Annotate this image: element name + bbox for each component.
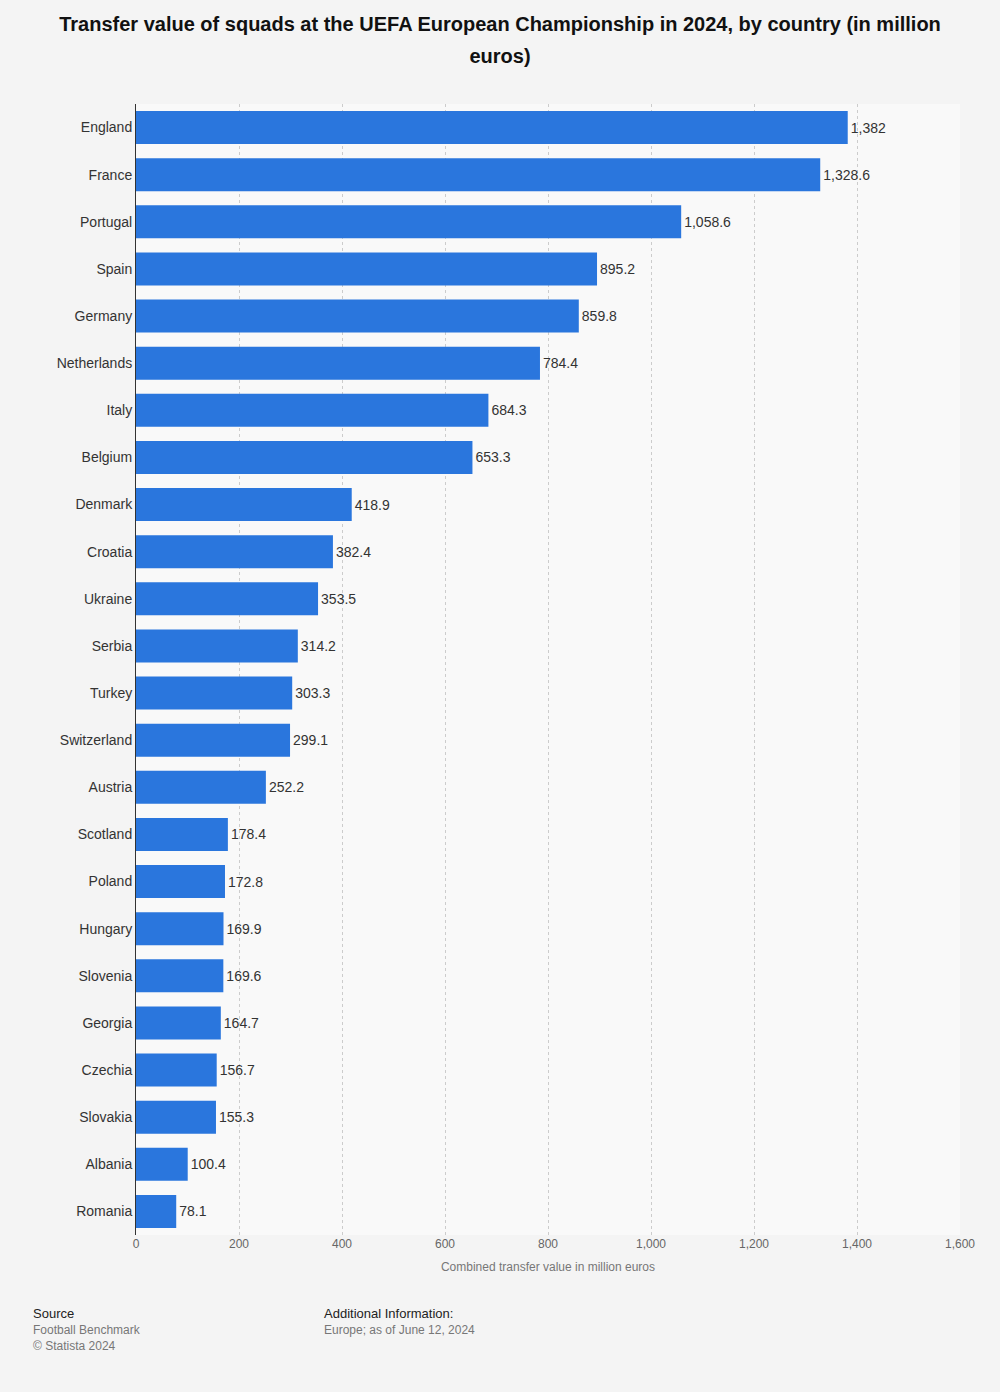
svg-text:800: 800 xyxy=(538,1237,558,1251)
html-text:Football Benchmark: Football Benchmark xyxy=(33,1323,140,1337)
svg-text:0: 0 xyxy=(133,1237,140,1251)
svg-text:100.4: 100.4 xyxy=(191,1156,226,1172)
svg-text:Hungary: Hungary xyxy=(79,921,132,937)
svg-text:784.4: 784.4 xyxy=(543,355,578,371)
svg-text:164.7: 164.7 xyxy=(224,1015,259,1031)
svg-text:653.3: 653.3 xyxy=(475,449,510,465)
html-text:Source: Source xyxy=(33,1306,75,1321)
svg-text:1,328.6: 1,328.6 xyxy=(823,167,870,183)
svg-text:172.8: 172.8 xyxy=(228,874,263,890)
svg-text:178.4: 178.4 xyxy=(231,826,266,842)
svg-text:1,382: 1,382 xyxy=(851,120,886,136)
svg-text:Switzerland: Switzerland xyxy=(60,732,132,748)
svg-text:Albania: Albania xyxy=(85,1156,132,1172)
svg-text:Belgium: Belgium xyxy=(82,449,133,465)
svg-text:Scotland: Scotland xyxy=(78,826,132,842)
svg-text:England: England xyxy=(81,119,132,135)
svg-text:Georgia: Georgia xyxy=(82,1015,132,1031)
svg-text:Austria: Austria xyxy=(89,779,133,795)
svg-text:314.2: 314.2 xyxy=(301,638,336,654)
svg-text:382.4: 382.4 xyxy=(336,544,371,560)
html-text:© Statista 2024: © Statista 2024 xyxy=(33,1339,116,1353)
svg-text:Spain: Spain xyxy=(96,261,132,277)
svg-text:1,200: 1,200 xyxy=(739,1237,769,1251)
svg-text:Turkey: Turkey xyxy=(90,685,132,701)
svg-text:Slovenia: Slovenia xyxy=(78,968,132,984)
svg-text:Poland: Poland xyxy=(89,873,133,889)
svg-text:Netherlands: Netherlands xyxy=(57,355,133,371)
svg-text:Slovakia: Slovakia xyxy=(79,1109,132,1125)
svg-text:155.3: 155.3 xyxy=(219,1109,254,1125)
svg-text:Portugal: Portugal xyxy=(80,214,132,230)
svg-text:400: 400 xyxy=(332,1237,352,1251)
svg-text:1,400: 1,400 xyxy=(842,1237,872,1251)
svg-text:600: 600 xyxy=(435,1237,455,1251)
svg-text:156.7: 156.7 xyxy=(220,1062,255,1078)
svg-text:859.8: 859.8 xyxy=(582,308,617,324)
svg-text:Ukraine: Ukraine xyxy=(84,591,132,607)
svg-text:684.3: 684.3 xyxy=(491,402,526,418)
svg-text:Germany: Germany xyxy=(75,308,133,324)
svg-text:418.9: 418.9 xyxy=(355,497,390,513)
svg-text:1,058.6: 1,058.6 xyxy=(684,214,731,230)
svg-text:Croatia: Croatia xyxy=(87,544,132,560)
svg-text:Czechia: Czechia xyxy=(82,1062,133,1078)
svg-text:Combined transfer value in mil: Combined transfer value in million euros xyxy=(441,1260,655,1274)
svg-text:299.1: 299.1 xyxy=(293,732,328,748)
svg-text:200: 200 xyxy=(229,1237,249,1251)
svg-text:353.5: 353.5 xyxy=(321,591,356,607)
svg-text:1,600: 1,600 xyxy=(945,1237,975,1251)
svg-text:169.6: 169.6 xyxy=(226,968,261,984)
svg-text:303.3: 303.3 xyxy=(295,685,330,701)
svg-text:78.1: 78.1 xyxy=(179,1203,206,1219)
svg-text:252.2: 252.2 xyxy=(269,779,304,795)
svg-text:Denmark: Denmark xyxy=(75,496,133,512)
svg-text:France: France xyxy=(89,167,133,183)
svg-text:1,000: 1,000 xyxy=(636,1237,666,1251)
svg-text:169.9: 169.9 xyxy=(227,921,262,937)
svg-text:895.2: 895.2 xyxy=(600,261,635,277)
svg-text:Serbia: Serbia xyxy=(92,638,133,654)
svg-text:Italy: Italy xyxy=(107,402,133,418)
html-text:Transfer value of squads at th: Transfer value of squads at the UEFA Eur… xyxy=(59,13,941,67)
svg-text:Romania: Romania xyxy=(76,1203,132,1219)
html-text:Additional Information:: Additional Information: xyxy=(324,1306,454,1321)
html-text:Europe; as of June 12, 2024: Europe; as of June 12, 2024 xyxy=(324,1323,475,1337)
